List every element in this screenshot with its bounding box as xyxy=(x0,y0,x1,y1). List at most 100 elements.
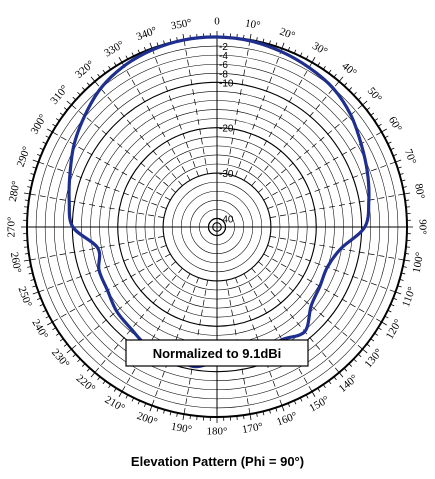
angular-gridline xyxy=(267,245,396,293)
radial-ring xyxy=(108,118,326,336)
radial-tick-label: -2 xyxy=(219,42,228,53)
angular-gridline xyxy=(94,81,183,186)
outer-tick xyxy=(90,372,96,378)
outer-tick xyxy=(338,76,344,82)
outer-tick xyxy=(66,348,72,354)
annotation-text: Normalized to 9.1dBi xyxy=(153,346,282,361)
angle-label: 260° xyxy=(8,251,23,274)
radial-ring xyxy=(135,145,299,309)
angular-gridline xyxy=(235,277,283,406)
angular-gridline xyxy=(263,253,382,323)
radial-ring xyxy=(144,154,290,300)
radial-tick-label: -20 xyxy=(219,124,234,135)
angular-gridline xyxy=(258,104,363,193)
radial-ring xyxy=(35,45,399,409)
radial-tick-label: -4 xyxy=(219,51,228,62)
angle-label: 240° xyxy=(29,317,50,341)
angular-gridline xyxy=(121,62,191,181)
angular-gridline xyxy=(38,161,167,209)
outer-tick xyxy=(338,372,344,378)
radial-ring xyxy=(63,73,371,381)
angle-label: 20° xyxy=(278,26,297,43)
angle-label: 0 xyxy=(214,16,220,28)
radial-tick-label: -8 xyxy=(219,69,228,80)
angular-gridline xyxy=(183,39,208,174)
angle-label: 80° xyxy=(412,183,426,200)
angle-label: 190° xyxy=(170,421,193,436)
radial-ring xyxy=(126,136,308,318)
angle-label: 230° xyxy=(49,347,72,371)
angular-gridline xyxy=(121,273,191,392)
angle-label: 270° xyxy=(6,217,18,238)
chart-caption: Elevation Pattern (Phi = 90°) xyxy=(130,454,305,469)
angular-gridline xyxy=(258,261,363,350)
radial-ring xyxy=(153,163,281,291)
center-ring xyxy=(207,217,227,237)
angle-label: 50° xyxy=(365,85,384,105)
angle-label: 160° xyxy=(275,410,299,428)
outer-tick xyxy=(362,100,368,106)
angle-label: 220° xyxy=(74,372,98,395)
radial-tick-label: -40 xyxy=(219,214,234,225)
angle-label: 110° xyxy=(400,285,418,308)
center-ring xyxy=(212,222,222,232)
angle-label: 350° xyxy=(170,17,193,32)
radial-ring xyxy=(180,190,254,264)
angle-label: 140° xyxy=(337,372,361,395)
radial-tick-label: -10 xyxy=(219,78,234,89)
radial-rings xyxy=(26,36,408,418)
radial-ring xyxy=(171,181,263,273)
angular-gridline xyxy=(226,280,251,415)
angular-gridline xyxy=(270,236,405,261)
angle-label: 340° xyxy=(135,25,159,43)
angle-label: 180° xyxy=(207,426,228,438)
angle-label: 70° xyxy=(402,147,419,166)
angular-gridline xyxy=(267,161,396,209)
angular-gridline xyxy=(151,48,199,177)
angular-gridline xyxy=(235,48,283,177)
radial-tick-labels: -2-4-6-8-10 -20 -30 -40 xyxy=(219,42,234,225)
angle-label: 280° xyxy=(7,180,22,203)
angle-label: 40° xyxy=(339,60,359,79)
polar-pattern-chart: 0 10° 20° 30° 40° 50°60° 70° 80° 90° 100° 110° 120°… xyxy=(6,16,429,438)
angle-label: 60° xyxy=(386,115,404,134)
angle-label: 290° xyxy=(15,145,33,169)
angular-gridlines xyxy=(21,31,413,423)
radial-ring xyxy=(53,63,381,391)
angle-label: 310° xyxy=(48,83,71,107)
angle-label: 10° xyxy=(244,17,261,31)
angular-gridline xyxy=(251,268,340,373)
angle-label: 30° xyxy=(310,40,329,58)
angular-gridline xyxy=(71,104,176,193)
angular-gridline xyxy=(94,268,183,373)
angular-gridline xyxy=(29,193,164,218)
angular-gridline xyxy=(270,193,405,218)
angle-label: 250° xyxy=(16,285,34,309)
outer-tick xyxy=(66,100,72,106)
angular-gridline xyxy=(52,253,171,323)
radial-ring xyxy=(44,54,390,400)
angular-gridline xyxy=(243,273,313,392)
angular-gridline xyxy=(151,277,199,406)
angle-label: 330° xyxy=(102,39,126,60)
radial-ring xyxy=(117,127,317,327)
radial-ring xyxy=(190,200,244,254)
radial-tick-label: -6 xyxy=(219,60,228,71)
angle-label: 150° xyxy=(307,394,331,415)
angular-gridline xyxy=(52,131,171,201)
normalization-annotation: Normalized to 9.1dBi xyxy=(125,339,309,367)
angle-label: 90° xyxy=(416,219,428,234)
angular-gridline xyxy=(71,261,176,350)
angle-label: 200° xyxy=(135,410,159,428)
angular-gridline xyxy=(251,81,340,186)
angular-gridline xyxy=(29,236,164,261)
radial-tick-label: -30 xyxy=(219,169,234,180)
angle-label: 300° xyxy=(29,112,50,136)
angle-label: 130° xyxy=(362,347,385,371)
outer-tick xyxy=(362,348,368,354)
angle-label: 120° xyxy=(384,317,405,341)
angular-gridline xyxy=(183,280,208,415)
radial-ring xyxy=(162,172,272,282)
angle-label: 170° xyxy=(241,421,264,436)
angular-gridline xyxy=(243,62,313,181)
